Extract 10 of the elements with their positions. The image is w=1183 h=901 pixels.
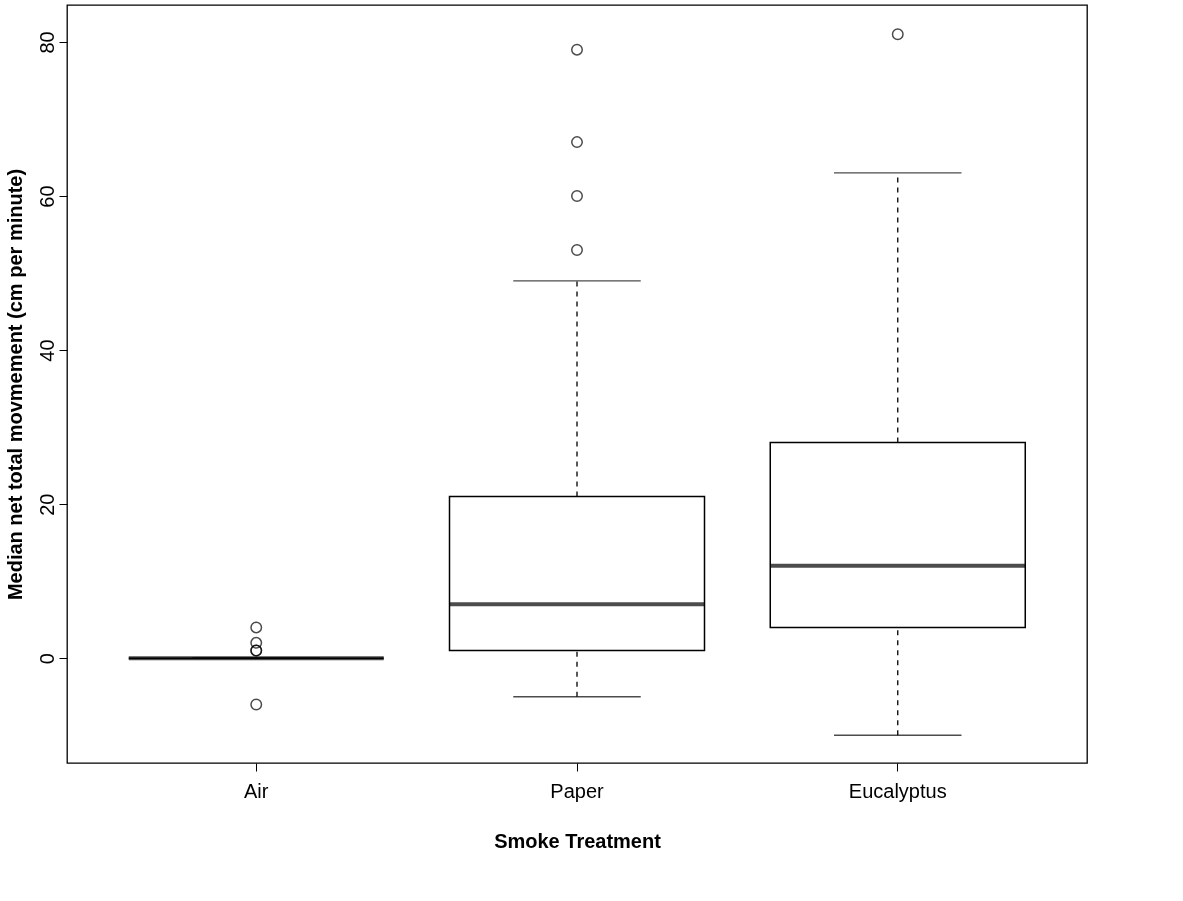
y-tick-label: 60 <box>35 185 58 208</box>
y-tick-label: 0 <box>35 653 58 665</box>
x-tick-label: Paper <box>550 779 605 802</box>
y-axis-title: Median net total movmement (cm per minute) <box>3 168 26 601</box>
x-tick-label: Air <box>244 779 269 802</box>
x-tick-label: Eucalyptus <box>848 779 947 802</box>
y-tick-label: 20 <box>35 493 58 516</box>
y-tick-label: 80 <box>35 31 58 54</box>
y-tick-label: 40 <box>35 339 58 362</box>
x-axis-title: Smoke Treatment <box>494 829 662 852</box>
